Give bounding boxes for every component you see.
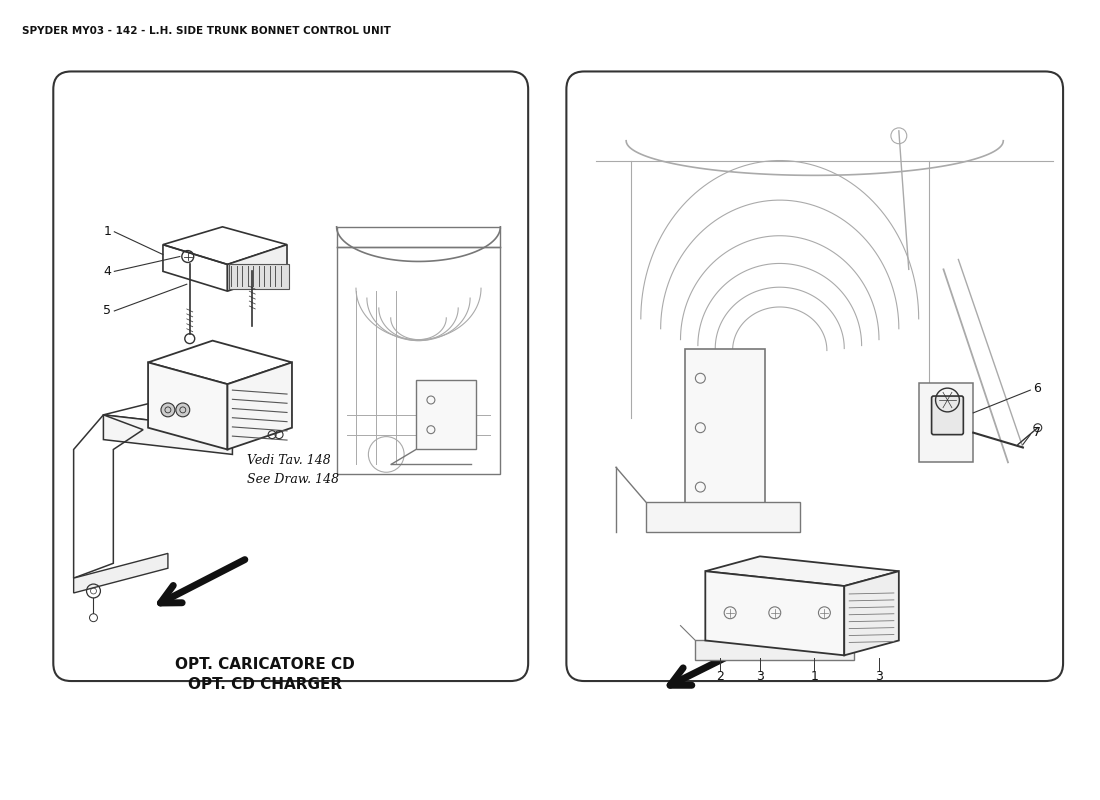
Text: 2: 2: [716, 670, 724, 683]
FancyBboxPatch shape: [566, 71, 1063, 681]
Polygon shape: [845, 571, 899, 655]
Text: SPYDER MY03 - 142 - L.H. SIDE TRUNK BONNET CONTROL UNIT: SPYDER MY03 - 142 - L.H. SIDE TRUNK BONN…: [22, 26, 390, 36]
FancyBboxPatch shape: [918, 383, 974, 462]
Text: OPT. CARICATORE CD: OPT. CARICATORE CD: [175, 658, 355, 672]
FancyBboxPatch shape: [416, 380, 475, 450]
Polygon shape: [103, 415, 232, 454]
Polygon shape: [74, 554, 168, 593]
Circle shape: [176, 403, 189, 417]
Text: 6: 6: [1033, 382, 1042, 394]
Polygon shape: [705, 556, 899, 586]
FancyBboxPatch shape: [53, 71, 528, 681]
Text: 7: 7: [1033, 426, 1042, 439]
Text: 5: 5: [103, 305, 111, 318]
FancyBboxPatch shape: [685, 349, 764, 526]
Text: eurospares: eurospares: [208, 166, 366, 190]
Polygon shape: [228, 245, 287, 291]
Text: 1: 1: [811, 670, 818, 683]
Text: 1: 1: [103, 226, 111, 238]
Text: 4: 4: [103, 265, 111, 278]
FancyBboxPatch shape: [230, 265, 289, 289]
FancyBboxPatch shape: [646, 502, 800, 532]
Polygon shape: [228, 362, 292, 450]
Polygon shape: [705, 571, 845, 655]
Text: 3: 3: [756, 670, 763, 683]
Polygon shape: [148, 362, 228, 450]
Circle shape: [161, 403, 175, 417]
Text: Vedi Tav. 148
See Draw. 148: Vedi Tav. 148 See Draw. 148: [248, 454, 340, 486]
FancyBboxPatch shape: [932, 396, 964, 434]
Text: 3: 3: [876, 670, 883, 683]
Text: eurospares: eurospares: [664, 166, 823, 190]
Text: OPT. CD CHARGER: OPT. CD CHARGER: [188, 677, 342, 692]
Text: eurospares: eurospares: [208, 566, 366, 590]
Text: eurospares: eurospares: [664, 566, 823, 590]
FancyBboxPatch shape: [695, 641, 855, 660]
